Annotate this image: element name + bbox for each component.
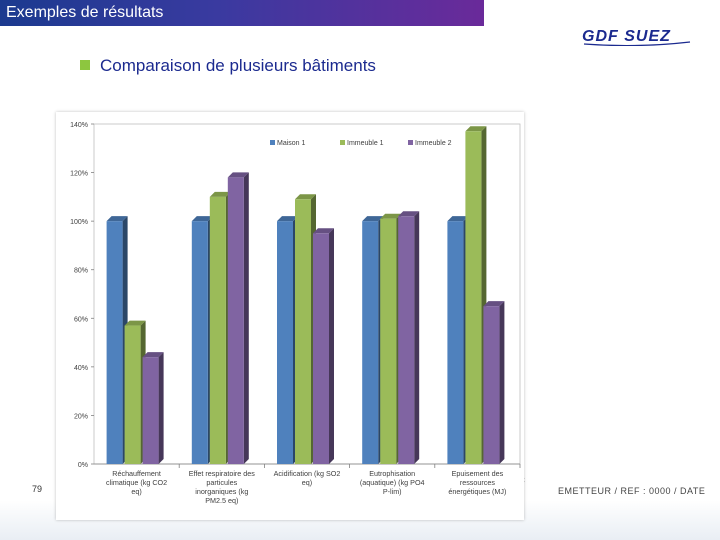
x-tick-label: particules (206, 478, 237, 487)
bullet-square (80, 60, 90, 70)
bar-side (329, 228, 334, 464)
y-tick-label: 120% (70, 171, 88, 178)
bar-top (191, 216, 213, 222)
bar-top (142, 352, 164, 358)
legend-swatch (270, 140, 275, 145)
gdf-suez-logo: GDF SUEZ (582, 28, 691, 46)
bar-top (362, 216, 384, 222)
section-subtitle: Comparaison de plusieurs bâtiments (100, 56, 376, 75)
bar-top (106, 216, 128, 222)
legend-label: Immeuble 1 (347, 140, 384, 147)
bar-top (295, 194, 316, 200)
bar-top (313, 228, 334, 234)
bar (465, 131, 482, 465)
x-tick-label: Réchauffement (112, 469, 161, 478)
y-tick-label: 80% (74, 268, 88, 275)
bar (313, 233, 329, 464)
legend-label: Immeuble 2 (415, 140, 452, 147)
y-tick-label: 140% (70, 122, 88, 129)
footer-reference: EMETTEUR / REF : 0000 / DATE (558, 486, 706, 496)
x-tick-label: ressources (460, 478, 496, 487)
bar-top (380, 213, 402, 219)
y-tick-label: 60% (74, 316, 88, 323)
x-tick-label: Epuisement des (452, 469, 504, 478)
title-bar: Exemples de résultats (0, 0, 484, 26)
bar (124, 325, 141, 464)
x-tick-label: eq) (302, 478, 312, 487)
bar (209, 196, 226, 464)
x-tick-label: Eutrophisation (369, 469, 415, 478)
bar (380, 218, 397, 464)
bar (106, 221, 123, 464)
bar-top (483, 301, 505, 307)
y-tick-label: 0% (78, 462, 88, 469)
x-tick-label: (aquatique) (kg PO4 (360, 478, 425, 487)
legend-label: Maison 1 (277, 140, 306, 147)
bar-top (447, 216, 469, 222)
x-tick-label: Effet respiratoire des (189, 469, 256, 478)
x-tick-label: PM2.5 eq) (205, 496, 238, 505)
bar (295, 199, 311, 464)
bar-side (414, 211, 420, 464)
legend-swatch (340, 140, 345, 145)
bar-top (124, 320, 146, 326)
x-tick-label: inorganiques (kg (195, 487, 248, 496)
y-tick-label: 100% (70, 219, 88, 226)
bar-top (277, 216, 298, 222)
bar-top (465, 126, 487, 132)
y-tick-label: 20% (74, 413, 88, 420)
bar-top (209, 191, 231, 197)
bar (142, 357, 159, 464)
bar (191, 221, 208, 464)
legend-swatch (408, 140, 413, 145)
x-tick-label: climatique (kg CO2 (106, 478, 167, 487)
x-tick-label: P-lim) (383, 487, 402, 496)
chart-container: 0% 20% 40% 60% 80% 100% 120% 140% Réchauffement c… (56, 112, 524, 520)
bar-side (499, 301, 505, 464)
bar-side (243, 172, 249, 464)
x-tick-label: eq) (131, 487, 141, 496)
x-tick-label: énergétiques (MJ) (448, 487, 506, 496)
bar (483, 306, 500, 464)
bar-side (158, 352, 164, 464)
bar-chart: 0% 20% 40% 60% 80% 100% 120% 140% Réchauffementc… (70, 122, 521, 505)
bar (227, 177, 244, 464)
bar-top (227, 172, 249, 178)
page-title: Exemples de résultats (6, 4, 164, 21)
x-tick-label: Acidification (kg SO2 (274, 469, 341, 478)
bar (447, 221, 464, 464)
logo-text: GDF SUEZ (582, 28, 671, 45)
page-number: 79 (32, 484, 43, 494)
bar (277, 221, 293, 464)
bar (398, 216, 415, 464)
y-tick-label: 40% (74, 365, 88, 372)
bar-top (398, 211, 420, 217)
bar (362, 221, 379, 464)
